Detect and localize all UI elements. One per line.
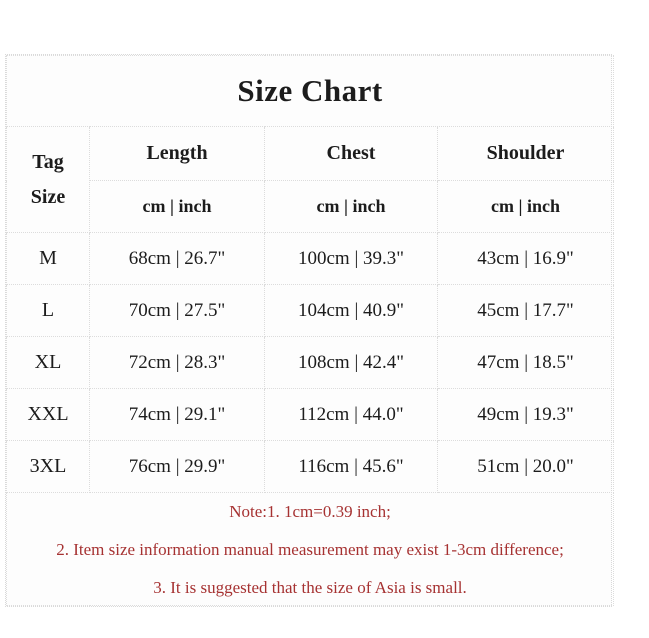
column-header-shoulder: Shoulder <box>436 126 615 181</box>
cell-length: 72cm | 28.3" <box>89 336 265 389</box>
header-row-primary: Tag Size Length Chest Shoulder <box>6 126 615 233</box>
cell-length: 74cm | 29.1" <box>89 388 265 441</box>
cell-chest: 104cm | 40.9" <box>264 284 438 337</box>
cell-shoulder: 49cm | 19.3" <box>436 388 615 441</box>
tag-size-header-line2: Size <box>30 185 66 208</box>
cell-shoulder: 47cm | 18.5" <box>436 336 615 389</box>
row-size-label: 3XL <box>6 440 90 493</box>
cell-chest: 116cm | 45.6" <box>264 440 438 493</box>
table-row: XXL 74cm | 29.1" 112cm | 44.0" 49cm | 19… <box>6 388 615 441</box>
cell-shoulder: 45cm | 17.7" <box>436 284 615 337</box>
notes-row: Note:1. 1cm=0.39 inch; 2. Item size info… <box>5 492 615 606</box>
note-line-2: 2. Item size information manual measurem… <box>56 539 564 559</box>
cell-shoulder: 43cm | 16.9" <box>436 232 615 285</box>
cell-shoulder: 51cm | 20.0" <box>436 440 615 493</box>
column-header-length: Length <box>89 126 265 181</box>
cell-chest: 112cm | 44.0" <box>264 388 438 441</box>
table-row: M 68cm | 26.7" 100cm | 39.3" 43cm | 16.9… <box>6 232 615 285</box>
cell-chest: 100cm | 39.3" <box>264 232 438 285</box>
table-row: L 70cm | 27.5" 104cm | 40.9" 45cm | 17.7… <box>6 284 615 337</box>
column-header-chest: Chest <box>264 126 438 181</box>
size-chart-frame: Size Chart Tag Size Length Chest Shoulde… <box>5 54 615 607</box>
row-size-label: XXL <box>6 388 90 441</box>
size-chart-table: Size Chart Tag Size Length Chest Shoulde… <box>5 55 615 606</box>
table-row: XL 72cm | 28.3" 108cm | 42.4" 47cm | 18.… <box>6 336 615 389</box>
cell-chest: 108cm | 42.4" <box>264 336 438 389</box>
cell-length: 76cm | 29.9" <box>89 440 265 493</box>
row-size-label: M <box>6 232 90 285</box>
tag-size-header: Tag Size <box>6 126 90 233</box>
note-line-1: Note:1. 1cm=0.39 inch; <box>229 501 391 521</box>
column-unit-chest: cm | inch <box>264 180 438 233</box>
tag-size-header-line1: Tag <box>32 150 64 173</box>
cell-length: 68cm | 26.7" <box>89 232 265 285</box>
header-row-units: cm | inch cm | inch cm | inch <box>7 180 615 233</box>
chart-title: Size Chart <box>5 55 615 127</box>
column-unit-shoulder: cm | inch <box>436 180 615 233</box>
notes-section: Note:1. 1cm=0.39 inch; 2. Item size info… <box>5 492 615 606</box>
title-row: Size Chart <box>5 55 615 127</box>
note-line-3: 3. It is suggested that the size of Asia… <box>153 577 467 597</box>
row-size-label: XL <box>6 336 90 389</box>
cell-length: 70cm | 27.5" <box>89 284 265 337</box>
table-row: 3XL 76cm | 29.9" 116cm | 45.6" 51cm | 20… <box>6 440 615 493</box>
row-size-label: L <box>6 284 90 337</box>
column-unit-length: cm | inch <box>89 180 265 233</box>
